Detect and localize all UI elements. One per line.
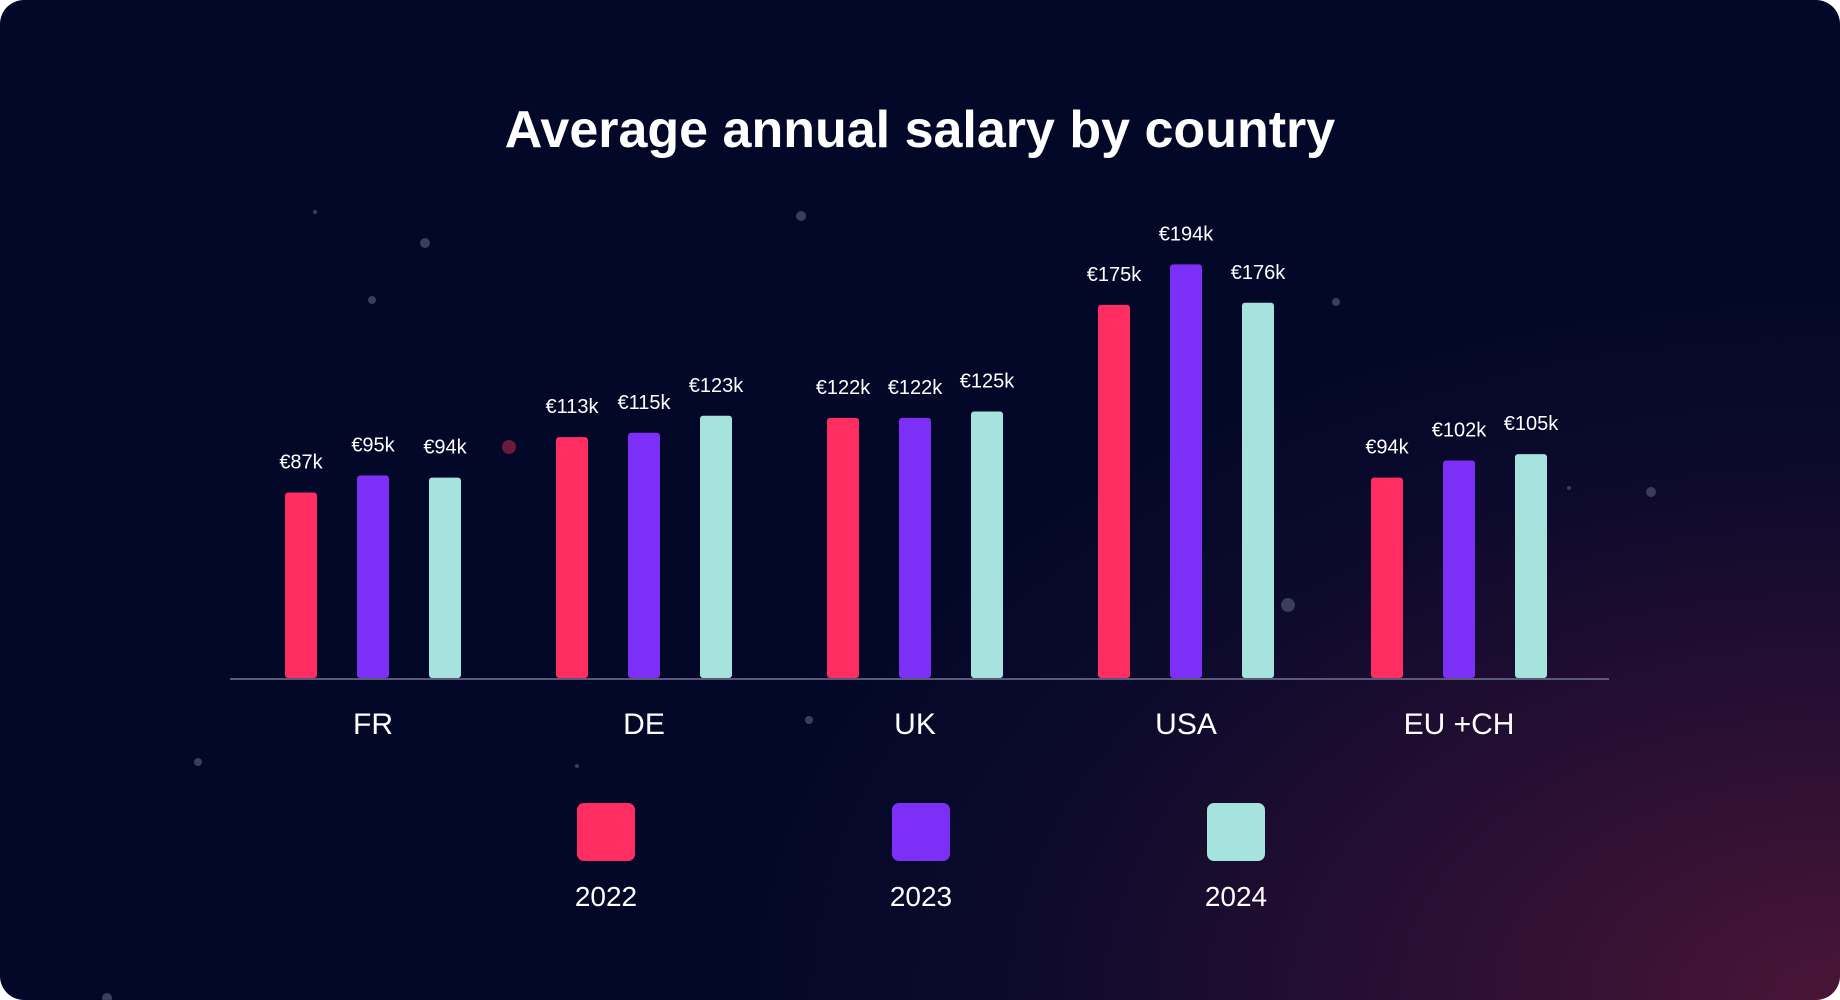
bar-euch-2024: [1515, 454, 1547, 678]
bar-fr-2022: [285, 492, 317, 678]
data-label: €105k: [1504, 413, 1559, 435]
x-tick-label: EU +CH: [1404, 708, 1515, 741]
data-label: €115k: [617, 392, 671, 414]
legend-swatch-2023: [892, 803, 950, 861]
bar-fr-2024: [429, 477, 461, 678]
decorative-dot: [796, 211, 806, 221]
data-label: €123k: [689, 375, 744, 397]
bar-uk-2022: [827, 417, 859, 678]
legend-label-2022: 2022: [574, 881, 638, 912]
bar-usa-2023: [1170, 264, 1202, 678]
bar-usa-2024: [1242, 302, 1274, 678]
decorative-dot: [313, 210, 317, 214]
legend-label-2023: 2023: [889, 881, 953, 912]
decorative-dot: [194, 758, 202, 766]
x-tick-label: USA: [1155, 708, 1217, 741]
bar-euch-2022: [1371, 477, 1403, 678]
legend-swatch-2022: [577, 803, 635, 861]
legend-item-2022: 2022: [526, 803, 686, 913]
x-tick-label: FR: [353, 708, 393, 741]
data-label: €95k: [351, 434, 395, 456]
data-label: €122k: [888, 377, 943, 399]
decorative-dot: [1332, 298, 1340, 306]
legend-item-2023: 2023: [841, 803, 1001, 913]
data-label: €194k: [1159, 223, 1214, 245]
decorative-dot: [805, 716, 813, 724]
data-label: €102k: [1432, 420, 1487, 442]
bar-uk-2023: [899, 417, 931, 678]
bar-de-2023: [628, 432, 660, 678]
x-tick-label: UK: [894, 708, 936, 741]
data-label: €94k: [423, 437, 467, 459]
legend-label-2024: 2024: [1204, 881, 1268, 912]
bar-de-2022: [556, 437, 588, 678]
chart-title: Average annual salary by country: [504, 101, 1336, 159]
decorative-dot: [1646, 487, 1656, 497]
decorative-dot: [420, 238, 430, 248]
bar-de-2024: [700, 415, 732, 678]
data-label: €87k: [279, 452, 323, 474]
decorative-dot: [102, 993, 112, 1000]
decorative-dot: [575, 764, 579, 768]
bar-euch-2023: [1443, 460, 1475, 678]
legend-swatch-2024: [1207, 803, 1265, 861]
decorative-dot: [1281, 598, 1295, 612]
bar-usa-2022: [1098, 304, 1130, 678]
decorative-dot: [1567, 486, 1571, 490]
data-label: €113k: [545, 396, 599, 418]
decorative-dot: [368, 296, 376, 304]
data-label: €125k: [960, 370, 1015, 392]
bar-fr-2023: [357, 475, 389, 678]
data-label: €175k: [1087, 264, 1142, 286]
x-tick-label: DE: [623, 708, 665, 741]
decorative-dot: [502, 440, 516, 454]
data-label: €94k: [1365, 437, 1409, 459]
bar-uk-2024: [971, 411, 1003, 678]
legend-item-2024: 2024: [1156, 803, 1316, 913]
data-label: €176k: [1231, 262, 1286, 284]
data-label: €122k: [816, 377, 871, 399]
